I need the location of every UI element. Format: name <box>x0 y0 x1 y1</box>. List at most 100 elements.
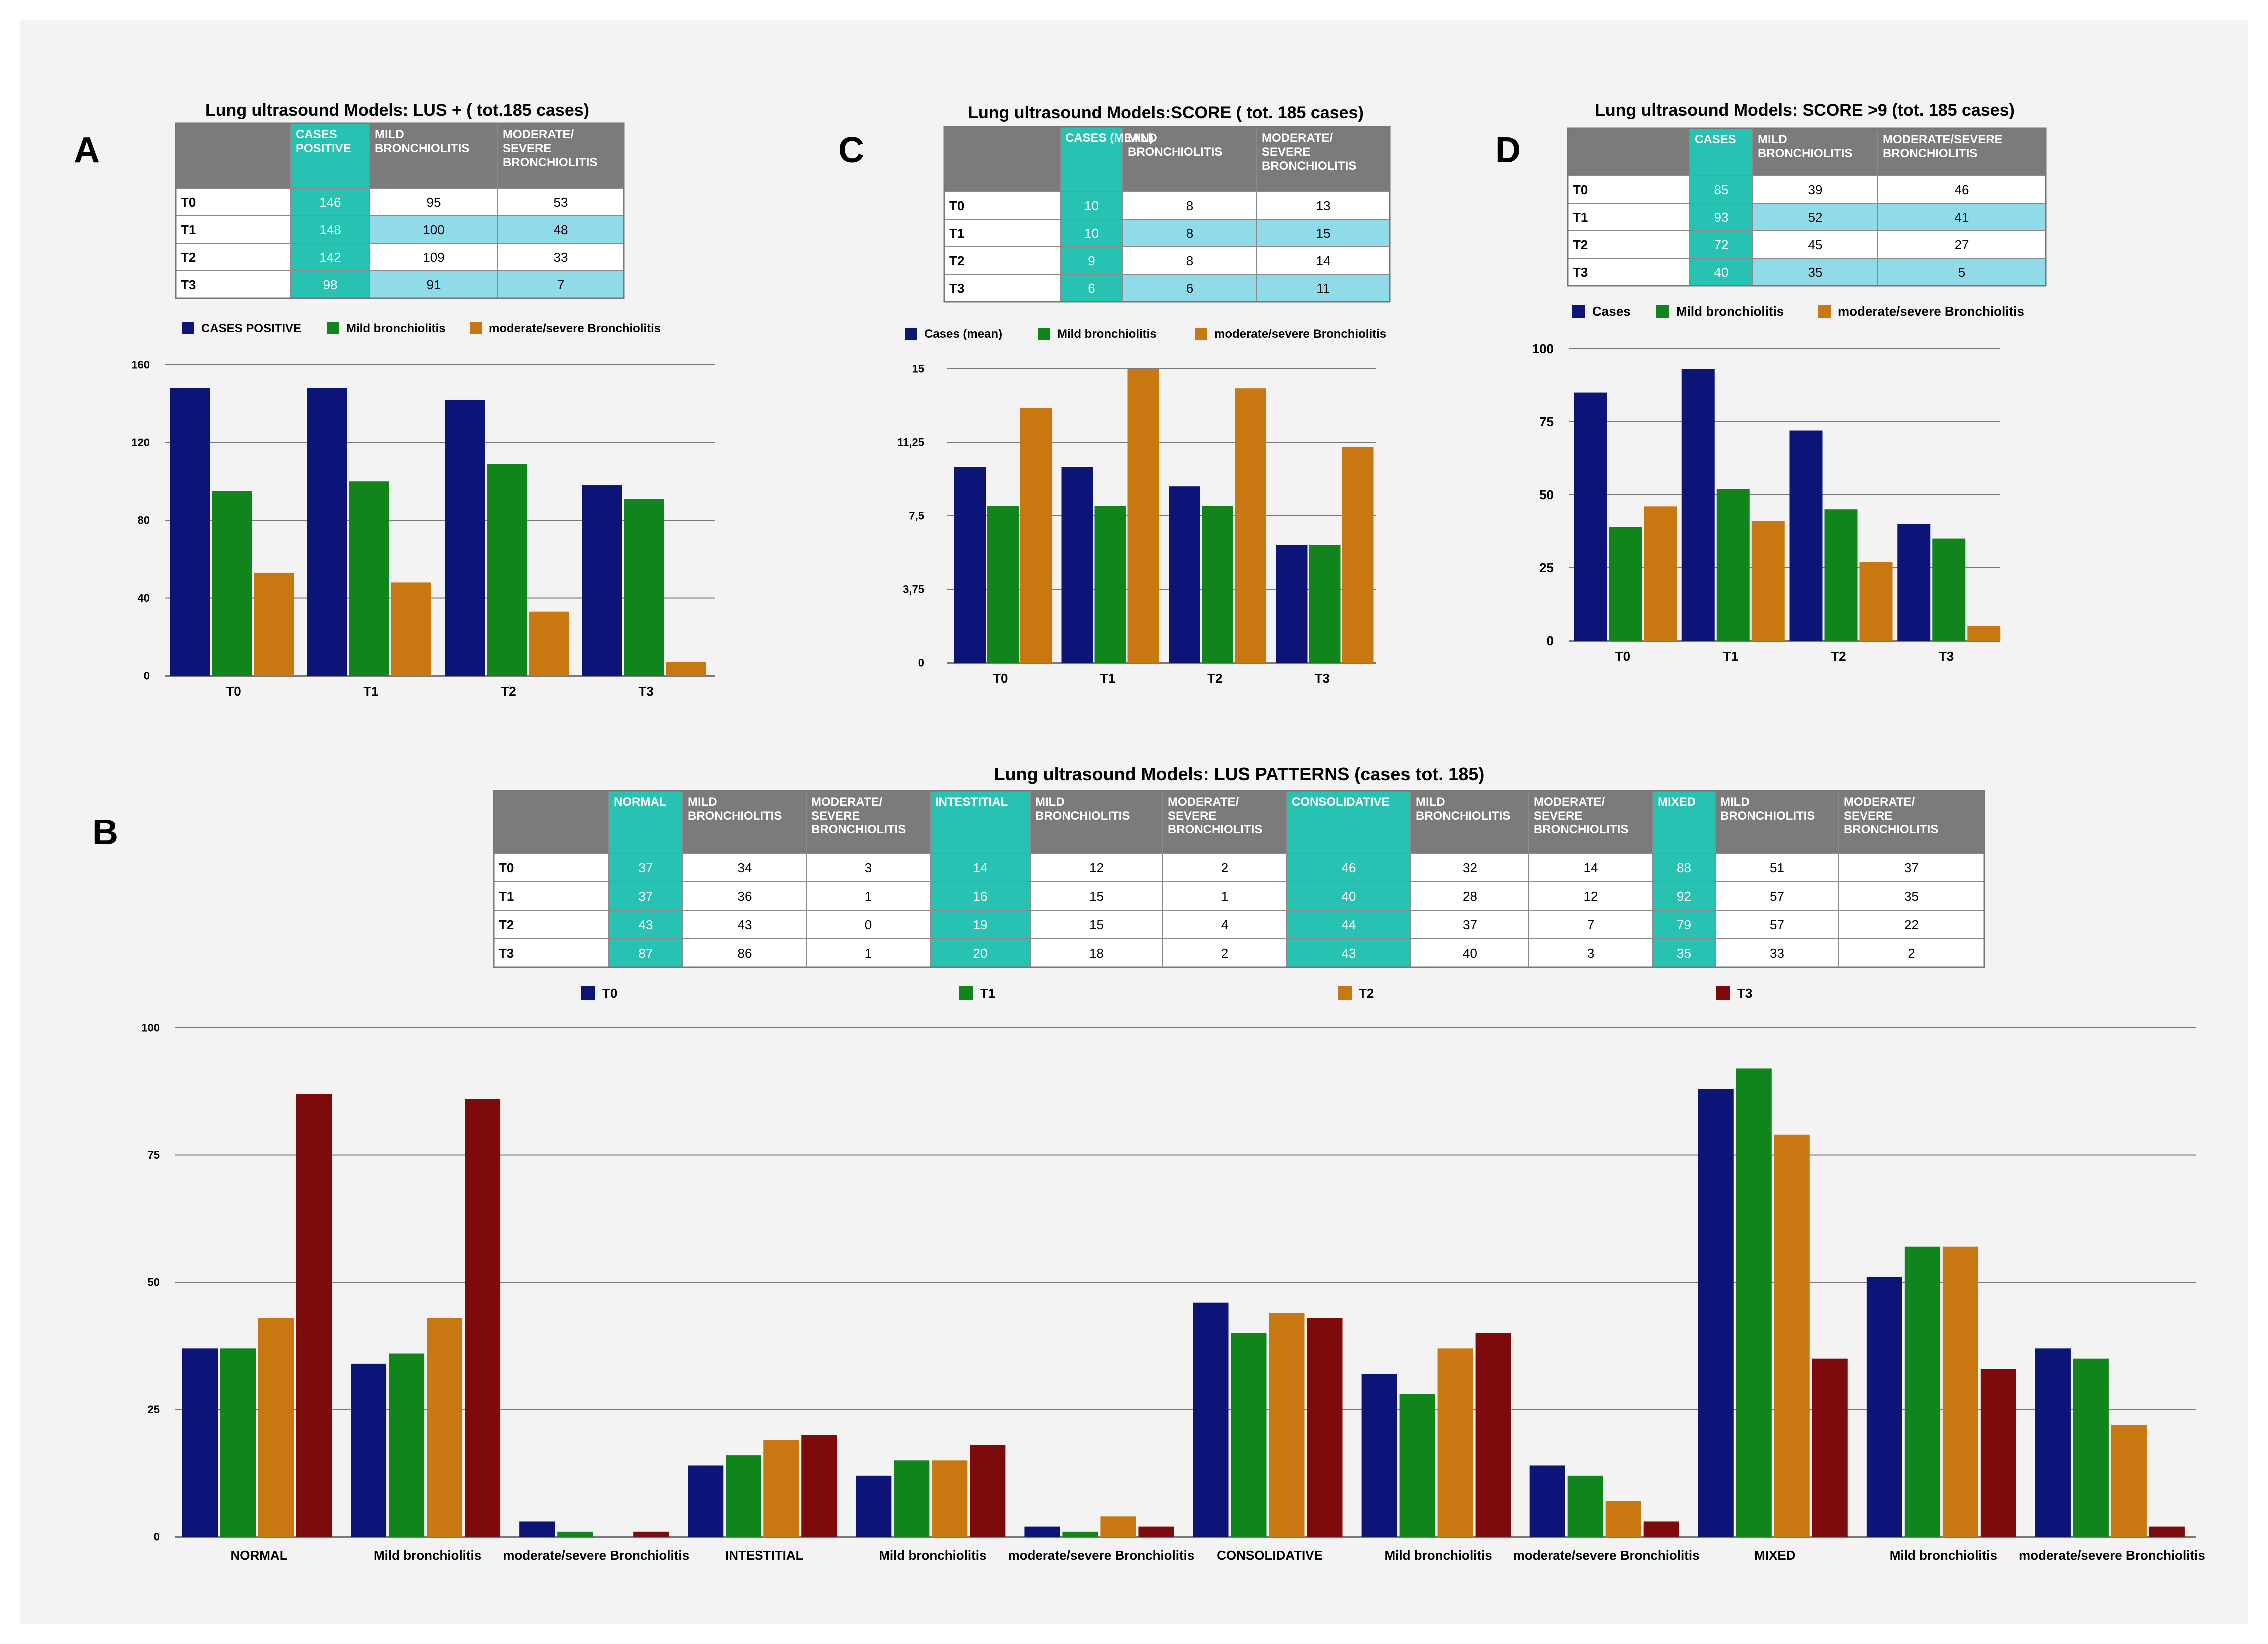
bar <box>1269 1313 1305 1537</box>
chart-title: Lung ultrasound Models: SCORE >9 (tot. 1… <box>1595 101 2015 120</box>
y-tick-label: 3,75 <box>903 583 924 596</box>
table-header-band <box>944 127 1390 192</box>
bar <box>1094 506 1126 663</box>
table-cell: 10 <box>1084 198 1099 213</box>
y-tick-label: 0 <box>1547 633 1554 648</box>
bar <box>1100 1516 1136 1537</box>
x-category-label: Mild bronchiolitis <box>1890 1548 1997 1563</box>
bar <box>624 499 664 676</box>
table-cell: 20 <box>973 946 988 961</box>
table-cell: 92 <box>1677 889 1691 904</box>
table-header-label: MODERATE/ <box>503 128 574 141</box>
bar <box>1681 369 1715 641</box>
table-cell: 13 <box>1316 198 1331 213</box>
table-header-label: MODERATE/ <box>1168 795 1239 809</box>
bar <box>1061 467 1093 663</box>
y-tick-label: 0 <box>918 657 924 669</box>
bar <box>1276 545 1308 663</box>
bar <box>519 1521 555 1537</box>
table-cell: 15 <box>1316 226 1331 241</box>
table-header-label: BRONCHIOLITIS <box>503 156 597 169</box>
bar <box>1231 1333 1267 1537</box>
table-header-band <box>1568 128 2046 176</box>
legend-label: moderate/severe Bronchiolitis <box>1214 327 1386 341</box>
table-cell: 86 <box>738 946 752 961</box>
x-category-label: INTESTITIAL <box>725 1548 804 1563</box>
x-category-label: T0 <box>226 684 241 699</box>
bar <box>1980 1369 2016 1537</box>
bar <box>1774 1134 1810 1537</box>
bar <box>1024 1526 1060 1537</box>
table-header-label: SEVERE <box>811 809 860 822</box>
y-tick-label: 7,5 <box>909 510 924 522</box>
table-header-label: CONSOLIDATIVE <box>1292 795 1390 809</box>
legend-label: Cases <box>1592 304 1631 319</box>
bar <box>170 388 210 676</box>
table-cell: 8 <box>1186 253 1193 268</box>
bar <box>1605 1501 1641 1537</box>
table-cell: 7 <box>557 277 564 292</box>
table-cell: 10 <box>1084 226 1099 241</box>
x-category-label: moderate/severe Bronchiolitis <box>1513 1548 1700 1563</box>
bar <box>2111 1425 2147 1537</box>
table-cell: 0 <box>865 917 872 932</box>
table-border <box>1567 127 2047 287</box>
legend-swatch <box>1038 328 1050 340</box>
legend-label: moderate/severe Bronchiolitis <box>489 322 661 335</box>
table-cell: 142 <box>319 250 341 265</box>
table-cell: 35 <box>1677 946 1691 961</box>
table-cell: 100 <box>423 222 444 237</box>
bar <box>254 572 294 676</box>
x-category-label: moderate/severe Bronchiolitis <box>1008 1548 1195 1563</box>
bar <box>1020 408 1052 663</box>
chart-title: Lung ultrasound Models: LUS PATTERNS (ca… <box>994 764 1485 784</box>
bar <box>688 1465 724 1537</box>
bar <box>1897 524 1931 641</box>
bar <box>987 506 1019 663</box>
table-header-label: MILD <box>688 795 717 809</box>
bar <box>1399 1394 1435 1537</box>
plot-area: 0 40 80 120 160 T0 T1 T2 T3 <box>131 359 715 699</box>
table-header-label: MILD <box>1720 795 1750 809</box>
table-cell: 36 <box>738 889 752 904</box>
x-category-label: T2 <box>1831 649 1846 664</box>
table-header-label: MILD <box>1758 133 1787 146</box>
table-header-label: MODERATE/ <box>1262 131 1333 145</box>
table-header-label: BRONCHIOLITIS <box>1758 147 1852 160</box>
bar <box>445 399 485 676</box>
table-row-highlight <box>370 271 624 298</box>
bar <box>856 1475 892 1537</box>
bar <box>1475 1333 1511 1537</box>
table-header-label: MILD <box>375 128 404 141</box>
table-cell: 1 <box>865 946 872 961</box>
table-cell: 40 <box>1342 889 1356 904</box>
table-cell: 18 <box>1089 946 1104 961</box>
legend-label: Cases (mean) <box>924 327 1002 341</box>
table-cell: 12 <box>1089 860 1104 875</box>
table-row <box>494 853 1984 882</box>
panel-letter: D <box>1495 130 1521 170</box>
table-cell: 44 <box>1342 917 1356 932</box>
legend-label: Mild bronchiolitis <box>1057 327 1157 341</box>
y-tick-label: 100 <box>141 1022 160 1034</box>
x-category-label: Mild bronchiolitis <box>1385 1548 1492 1563</box>
bar <box>932 1460 968 1537</box>
table-cell: 33 <box>554 250 568 265</box>
bar <box>1062 1531 1098 1537</box>
table-header-label: MODERATE/ <box>1844 795 1915 809</box>
plot-area: 0 3,75 7,5 11,25 15 T0 T1 T2 T3 <box>897 363 1376 686</box>
table-border <box>943 126 1391 303</box>
table-cell: 93 <box>1714 210 1729 225</box>
table-header-label: BRONCHIOLITIS <box>1883 147 1977 160</box>
table-cell: 40 <box>1463 946 1477 961</box>
x-category-label: MIXED <box>1754 1548 1795 1563</box>
table-row-label: T1 <box>181 222 196 237</box>
x-category-label: CONSOLIDATIVE <box>1217 1548 1323 1563</box>
table-header-label: BRONCHIOLITIS <box>375 142 469 155</box>
table-key-column <box>1690 128 1753 286</box>
y-tick-label: 80 <box>138 514 150 527</box>
bar <box>427 1318 463 1537</box>
table-cell: 22 <box>1904 917 1919 932</box>
table-cell: 8 <box>1186 198 1193 213</box>
table-cell: 5 <box>1958 265 1965 280</box>
